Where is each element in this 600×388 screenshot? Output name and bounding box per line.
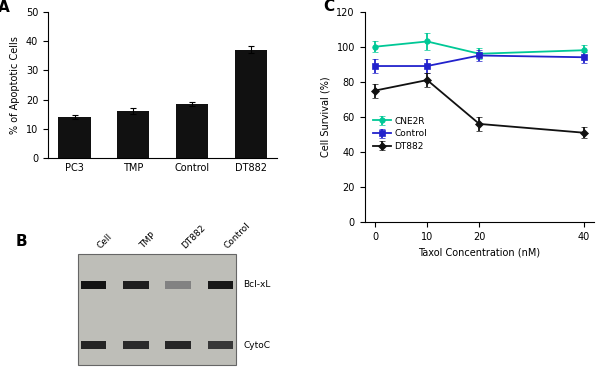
Bar [208, 281, 233, 289]
Text: TMP: TMP [138, 231, 158, 251]
Bar [176, 104, 208, 158]
Text: B: B [16, 234, 28, 249]
X-axis label: Taxol Concentration (nM): Taxol Concentration (nM) [418, 248, 541, 257]
Bar [208, 341, 233, 349]
Y-axis label: % of Apoptotic Cells: % of Apoptotic Cells [10, 36, 20, 134]
Text: A: A [0, 0, 9, 15]
Text: Cell: Cell [96, 232, 115, 251]
Bar [166, 281, 191, 289]
Bar [123, 281, 149, 289]
Text: DT882: DT882 [181, 223, 208, 251]
Bar [58, 117, 91, 158]
Bar [235, 50, 267, 158]
Legend: CNE2R, Control, DT882: CNE2R, Control, DT882 [369, 113, 431, 154]
Text: CytoC: CytoC [243, 341, 270, 350]
Text: Control: Control [223, 221, 252, 251]
Text: Bcl-xL: Bcl-xL [243, 280, 271, 289]
Bar [81, 281, 106, 289]
Y-axis label: Cell Survival (%): Cell Survival (%) [321, 76, 331, 157]
Bar [78, 254, 236, 365]
Text: C: C [323, 0, 334, 14]
Bar [81, 341, 106, 349]
Bar [117, 111, 149, 158]
Bar [123, 341, 149, 349]
Bar [166, 341, 191, 349]
